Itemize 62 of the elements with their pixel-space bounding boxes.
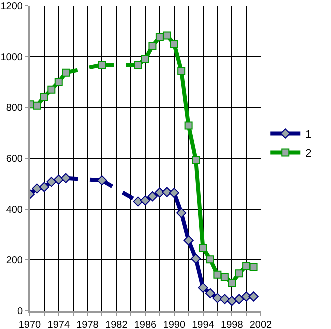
point [97,176,108,186]
point [242,262,251,270]
point [154,188,165,198]
point [184,236,194,246]
x-tick-label: 1998 [221,320,244,329]
legend-label: 2 [306,148,312,160]
point [148,192,158,202]
point [148,42,157,50]
point [248,292,259,302]
y-tick-label: 600 [6,154,24,165]
y-tick-label: 800 [6,103,24,114]
point [169,188,180,198]
point [220,272,229,281]
point [228,279,236,288]
point [162,187,172,198]
point [48,86,56,94]
point [62,68,70,77]
point [205,288,216,299]
x-tick-label: 1982 [106,320,128,329]
point [170,40,178,48]
point [133,196,144,207]
point [220,294,230,304]
point [235,270,244,278]
x-tick-label: 1974 [48,320,70,329]
point [250,263,258,272]
point [54,78,63,86]
point [199,244,208,252]
point [227,296,238,306]
y-tick-label: 1000 [0,52,24,64]
x-tick-label: 1978 [76,320,100,329]
y-tick-label: 0 [17,306,24,318]
point [142,55,150,64]
x-tick-label: 1990 [163,320,186,329]
point [178,67,186,76]
point [156,33,164,42]
point [32,184,42,194]
x-tick-label: 2002 [250,320,273,329]
point [39,182,50,192]
x-tick-label: 1970 [18,320,42,329]
point [140,196,151,206]
y-tick-label: 400 [6,204,24,216]
point [163,32,172,40]
point [33,102,42,110]
point [234,294,244,304]
point [46,177,57,188]
point [192,156,200,164]
point [134,60,142,69]
point [61,173,72,184]
x-tick-label: 1986 [134,320,158,329]
point [212,293,223,304]
point [54,174,64,185]
legend-label: 1 [306,129,312,142]
y-tick-label: 1200 [0,2,24,12]
y-tick-label: 200 [6,256,24,267]
x-tick-label: 1994 [192,320,215,329]
point [206,256,214,264]
point [176,208,187,218]
point [190,254,202,264]
point [184,122,193,130]
point [40,92,48,101]
point [214,270,222,279]
point [198,282,208,293]
